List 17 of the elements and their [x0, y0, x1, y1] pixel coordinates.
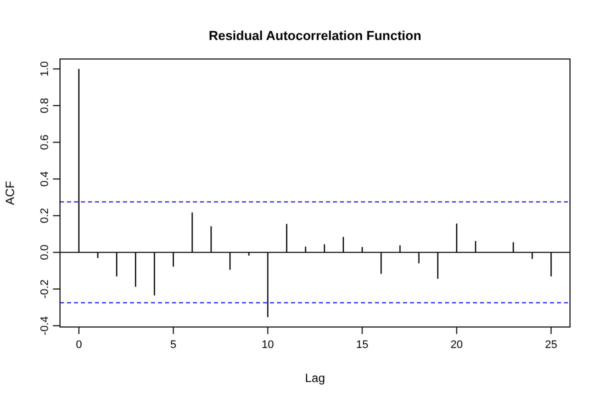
y-tick-label: 0.8	[39, 98, 51, 114]
x-tick-label: 5	[170, 339, 176, 351]
x-axis-title: Lag	[304, 371, 326, 385]
y-tick-label: 1.0	[39, 61, 51, 77]
x-tick-label: 25	[544, 339, 558, 351]
y-tick-label: 0.4	[39, 171, 51, 187]
y-axis-title: ACF	[3, 181, 17, 205]
x-tick-label: 20	[450, 339, 463, 351]
y-tick-label: 0.6	[39, 134, 51, 150]
x-tick-label: 0	[76, 339, 82, 351]
y-tick-label: -0.4	[39, 316, 51, 336]
y-tick-label: 0.0	[39, 244, 51, 260]
y-tick-label: -0.2	[39, 280, 51, 299]
chart-title: Residual Autocorrelation Function	[208, 28, 422, 43]
y-tick-label: 0.2	[39, 208, 51, 224]
x-tick-label: 15	[356, 339, 368, 351]
x-tick-label: 10	[262, 339, 274, 351]
